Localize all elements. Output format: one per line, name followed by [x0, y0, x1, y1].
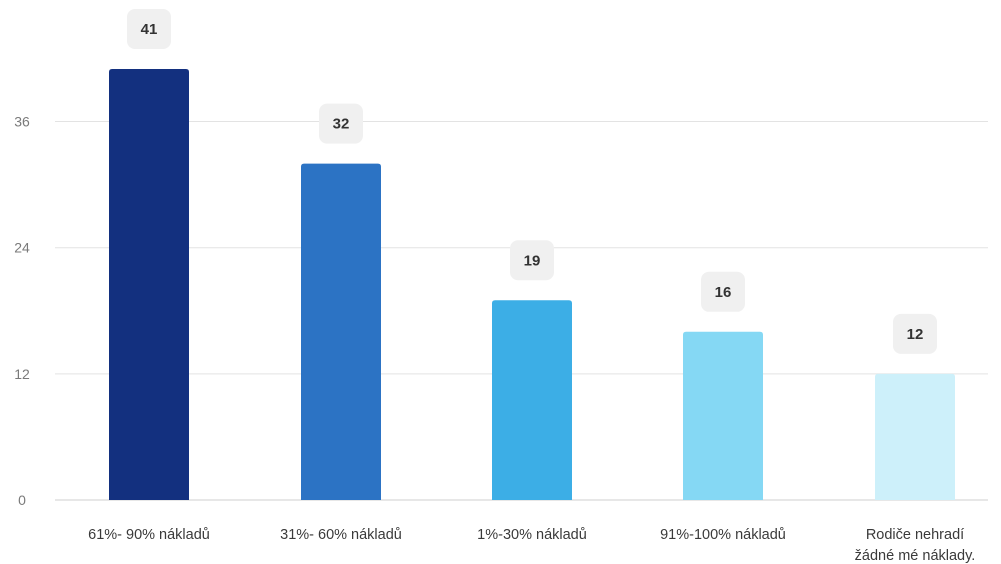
bar-5[interactable] [875, 373, 955, 500]
category-label-3: 1%-30% nákladů [477, 527, 587, 543]
y-axis-ticks: 0 12 24 36 [14, 114, 30, 508]
bar-3[interactable] [492, 300, 572, 500]
value-label-3: 19 [524, 252, 541, 269]
bar-1[interactable] [109, 69, 189, 500]
y-tick-label-12: 12 [14, 366, 30, 382]
value-label-pill-3 [510, 240, 554, 281]
category-label-1: 61%- 90% nákladů [88, 527, 210, 543]
value-label-pill-5 [893, 313, 937, 354]
x-axis-labels: 61%- 90% nákladů 31%- 60% nákladů 1%-30% n… [88, 527, 975, 564]
category-label-5-line-1: Rodiče nehradí [866, 527, 964, 543]
value-label-5: 12 [907, 326, 924, 343]
value-label-pill-2 [319, 103, 363, 144]
category-label-4: 91%-100% nákladů [660, 527, 786, 543]
y-tick-label-36: 36 [14, 114, 30, 130]
value-label-pill-4 [701, 271, 745, 312]
category-label-2: 31%- 60% nákladů [280, 527, 402, 543]
y-tick-label-0: 0 [18, 492, 26, 508]
value-label-4: 16 [715, 284, 732, 301]
category-label-5-line-2: žádné mé náklady. [855, 548, 976, 564]
value-label-1: 41 [141, 21, 158, 38]
bar-4[interactable] [683, 331, 763, 500]
value-label-pill-1 [127, 9, 171, 49]
bars [109, 69, 955, 501]
bar-2[interactable] [301, 163, 381, 501]
value-label-2: 32 [333, 116, 350, 133]
y-tick-label-24: 24 [14, 240, 30, 256]
value-labels: 41 32 19 16 12 [127, 9, 937, 354]
